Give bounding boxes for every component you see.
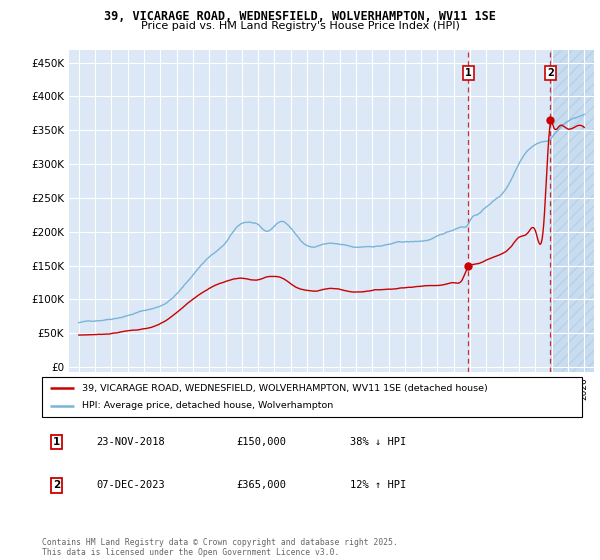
Text: HPI: Average price, detached house, Wolverhampton: HPI: Average price, detached house, Wolv…	[83, 402, 334, 410]
Text: Contains HM Land Registry data © Crown copyright and database right 2025.
This d: Contains HM Land Registry data © Crown c…	[42, 538, 398, 557]
Text: £365,000: £365,000	[236, 480, 286, 491]
Text: 1: 1	[465, 68, 472, 78]
Text: Price paid vs. HM Land Registry's House Price Index (HPI): Price paid vs. HM Land Registry's House …	[140, 21, 460, 31]
Text: 2: 2	[53, 480, 60, 491]
Text: 39, VICARAGE ROAD, WEDNESFIELD, WOLVERHAMPTON, WV11 1SE: 39, VICARAGE ROAD, WEDNESFIELD, WOLVERHA…	[104, 10, 496, 23]
Bar	[550, 50, 594, 372]
Bar	[550, 50, 594, 372]
Text: 07-DEC-2023: 07-DEC-2023	[96, 480, 165, 491]
Text: 2: 2	[547, 68, 554, 78]
Text: 38% ↓ HPI: 38% ↓ HPI	[350, 437, 406, 447]
Text: 1: 1	[53, 437, 60, 447]
Text: 23-NOV-2018: 23-NOV-2018	[96, 437, 165, 447]
Text: £150,000: £150,000	[236, 437, 286, 447]
Text: 39, VICARAGE ROAD, WEDNESFIELD, WOLVERHAMPTON, WV11 1SE (detached house): 39, VICARAGE ROAD, WEDNESFIELD, WOLVERHA…	[83, 384, 488, 393]
Text: 12% ↑ HPI: 12% ↑ HPI	[350, 480, 406, 491]
